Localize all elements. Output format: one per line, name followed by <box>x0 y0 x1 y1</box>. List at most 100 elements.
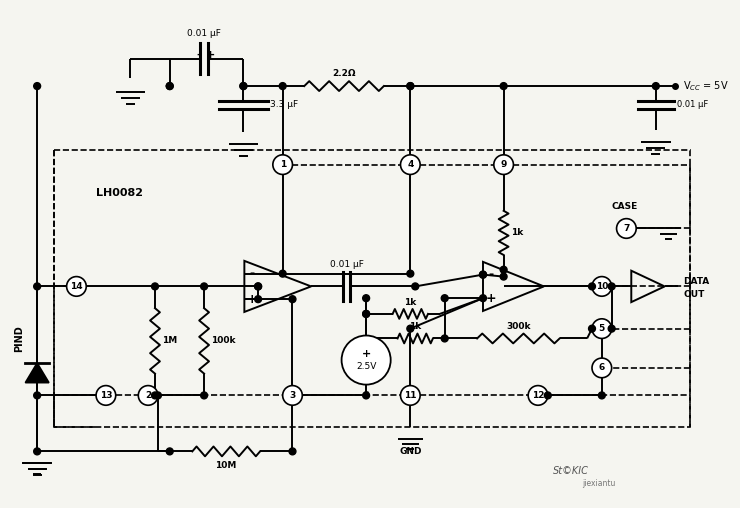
Circle shape <box>599 392 605 399</box>
Text: LH0082: LH0082 <box>96 188 143 198</box>
Circle shape <box>363 295 369 302</box>
Circle shape <box>608 325 615 332</box>
Text: GND: GND <box>399 447 422 456</box>
Text: V$_{CC}$ = 5V: V$_{CC}$ = 5V <box>683 79 729 93</box>
Circle shape <box>152 283 158 290</box>
Text: 2.5V: 2.5V <box>356 362 377 371</box>
Circle shape <box>363 310 369 318</box>
Circle shape <box>480 271 486 278</box>
Text: 2: 2 <box>145 391 151 400</box>
Circle shape <box>138 386 158 405</box>
Text: 10: 10 <box>596 282 608 291</box>
Text: -: - <box>363 386 369 399</box>
Circle shape <box>363 392 369 399</box>
Text: DATA: DATA <box>683 277 710 286</box>
Circle shape <box>588 283 596 290</box>
Circle shape <box>400 386 420 405</box>
Polygon shape <box>25 363 49 383</box>
Circle shape <box>34 392 41 399</box>
Text: 12: 12 <box>532 391 544 400</box>
Circle shape <box>342 335 391 385</box>
Circle shape <box>400 155 420 174</box>
Text: 3: 3 <box>289 391 295 400</box>
Text: 10M: 10M <box>215 461 237 469</box>
Circle shape <box>411 283 419 290</box>
Circle shape <box>240 83 247 89</box>
Text: 7: 7 <box>623 224 630 233</box>
Text: -: - <box>488 268 494 280</box>
Circle shape <box>592 358 612 378</box>
Circle shape <box>166 83 173 89</box>
Circle shape <box>528 386 548 405</box>
Circle shape <box>201 283 207 290</box>
Text: -: - <box>196 50 201 59</box>
Text: 0.01 μF: 0.01 μF <box>187 28 221 38</box>
Circle shape <box>407 270 414 277</box>
Circle shape <box>201 392 207 399</box>
Text: -: - <box>249 267 255 280</box>
Circle shape <box>155 392 161 399</box>
Text: 0.01 μF: 0.01 μF <box>677 100 709 109</box>
Circle shape <box>279 83 286 89</box>
Circle shape <box>500 266 507 273</box>
Text: 2.2Ω: 2.2Ω <box>332 69 356 78</box>
Circle shape <box>500 273 507 280</box>
Circle shape <box>289 296 296 303</box>
Circle shape <box>34 283 41 290</box>
Circle shape <box>166 448 173 455</box>
Text: 14: 14 <box>70 282 83 291</box>
Text: 13: 13 <box>100 391 112 400</box>
Text: jiexiantu: jiexiantu <box>582 480 616 488</box>
Circle shape <box>494 155 514 174</box>
Text: 11: 11 <box>404 391 417 400</box>
Text: 1k: 1k <box>404 298 417 307</box>
Circle shape <box>240 83 247 89</box>
Circle shape <box>34 83 41 89</box>
Circle shape <box>255 283 261 290</box>
Text: +: + <box>206 50 215 59</box>
Text: +: + <box>247 293 258 306</box>
Circle shape <box>67 276 87 296</box>
Text: 9: 9 <box>500 160 507 169</box>
Circle shape <box>500 83 507 89</box>
Text: +: + <box>485 292 496 305</box>
Text: 4: 4 <box>407 160 414 169</box>
Text: 100k: 100k <box>211 336 235 345</box>
Circle shape <box>166 83 173 89</box>
Circle shape <box>407 83 414 89</box>
Circle shape <box>407 83 414 89</box>
Text: 3.3 μF: 3.3 μF <box>270 100 298 109</box>
Text: 300k: 300k <box>506 322 531 331</box>
Circle shape <box>255 283 261 290</box>
Text: 1: 1 <box>280 160 286 169</box>
Circle shape <box>592 319 612 338</box>
Text: St©KIC: St©KIC <box>553 466 588 476</box>
Circle shape <box>441 335 448 342</box>
Circle shape <box>480 295 486 302</box>
Text: 1M: 1M <box>162 336 177 345</box>
Circle shape <box>289 448 296 455</box>
Circle shape <box>545 392 551 399</box>
Circle shape <box>34 448 41 455</box>
Text: 1k: 1k <box>409 322 421 331</box>
Circle shape <box>407 325 414 332</box>
Circle shape <box>608 283 615 290</box>
Circle shape <box>283 386 303 405</box>
Circle shape <box>441 295 448 302</box>
Text: PIND: PIND <box>15 325 24 352</box>
Circle shape <box>363 310 369 318</box>
Circle shape <box>588 325 596 332</box>
Text: +: + <box>362 349 371 359</box>
Circle shape <box>152 392 158 399</box>
Circle shape <box>653 83 659 89</box>
Text: 6: 6 <box>599 363 605 372</box>
Circle shape <box>592 276 612 296</box>
Circle shape <box>273 155 292 174</box>
Text: OUT: OUT <box>683 290 704 299</box>
Text: 1k: 1k <box>511 229 524 237</box>
Text: 5: 5 <box>599 324 605 333</box>
Circle shape <box>96 386 115 405</box>
Circle shape <box>255 296 261 303</box>
Circle shape <box>480 271 486 278</box>
Text: 0.01 μF: 0.01 μF <box>329 260 363 269</box>
